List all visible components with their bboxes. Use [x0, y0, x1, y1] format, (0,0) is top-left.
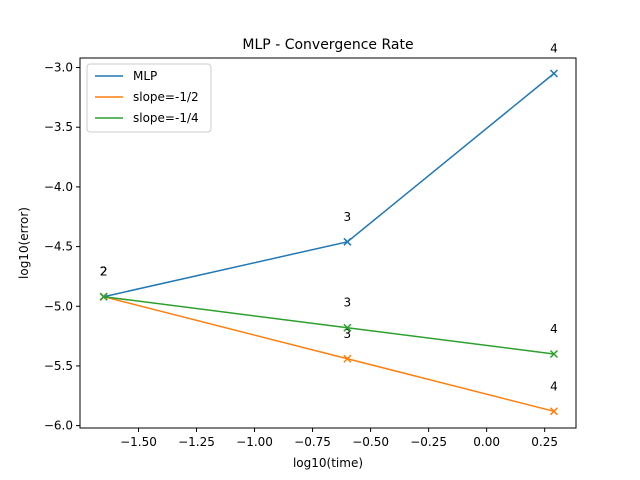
y-tick-label: −5.5 [44, 359, 73, 373]
point-annotation: 3 [344, 327, 352, 341]
axes-frame [79, 57, 577, 429]
legend-box [86, 63, 212, 133]
data-point-marker [549, 349, 558, 359]
legend-entry-label: slope=-1/2 [133, 90, 199, 104]
data-point-marker [343, 354, 352, 363]
x-tick-label: 0.25 [531, 435, 558, 449]
y-tick-label: −3.5 [44, 120, 73, 134]
x-axis: −1.50 −1.25 −1.00 −0.75 −0.50 −0.25 0.00 0.25 [120, 428, 558, 449]
data-point-marker [343, 323, 352, 332]
data-point-marker [549, 69, 558, 78]
y-tick-label: −4.0 [44, 180, 73, 194]
chart-title: MLP - Convergence Rate [242, 37, 413, 53]
x-tick-label: −0.25 [410, 435, 447, 449]
legend-entry-label: slope=-1/4 [133, 111, 199, 125]
point-annotation: 4 [550, 42, 558, 56]
data-point-marker [99, 292, 108, 301]
point-annotation: 3 [344, 296, 352, 310]
x-tick-label: −0.75 [294, 435, 331, 449]
point-annotation: 4 [550, 322, 558, 336]
x-tick-label: 0.00 [473, 435, 500, 449]
x-tick-label: −1.25 [178, 435, 215, 449]
y-tick-label: −4.5 [44, 240, 73, 254]
y-axis-label: log10(error) [17, 207, 31, 279]
legend: MLP slope=-1/2 slope=-1/4 [86, 63, 212, 133]
point-annotation: 2 [100, 265, 108, 279]
x-tick-label: −1.50 [120, 435, 157, 449]
y-axis: −6.0 −5.5 −5.0 −4.5 −4.0 −3.5 −3.0 [44, 61, 80, 433]
data-point-marker [343, 237, 352, 246]
y-tick-label: −6.0 [44, 419, 73, 433]
x-axis-label: log10(time) [293, 456, 363, 470]
point-annotation: 3 [344, 210, 352, 224]
data-point-marker [549, 407, 558, 416]
x-tick-label: −1.00 [236, 435, 273, 449]
y-tick-label: −3.0 [44, 61, 73, 75]
x-tick-label: −0.50 [352, 435, 389, 449]
point-annotation: 2 [100, 265, 108, 279]
y-tick-label: −5.0 [44, 299, 73, 313]
point-annotation: 4 [550, 379, 558, 393]
legend-entry-label: MLP [133, 69, 157, 83]
point-annotation: 2 [100, 265, 108, 279]
